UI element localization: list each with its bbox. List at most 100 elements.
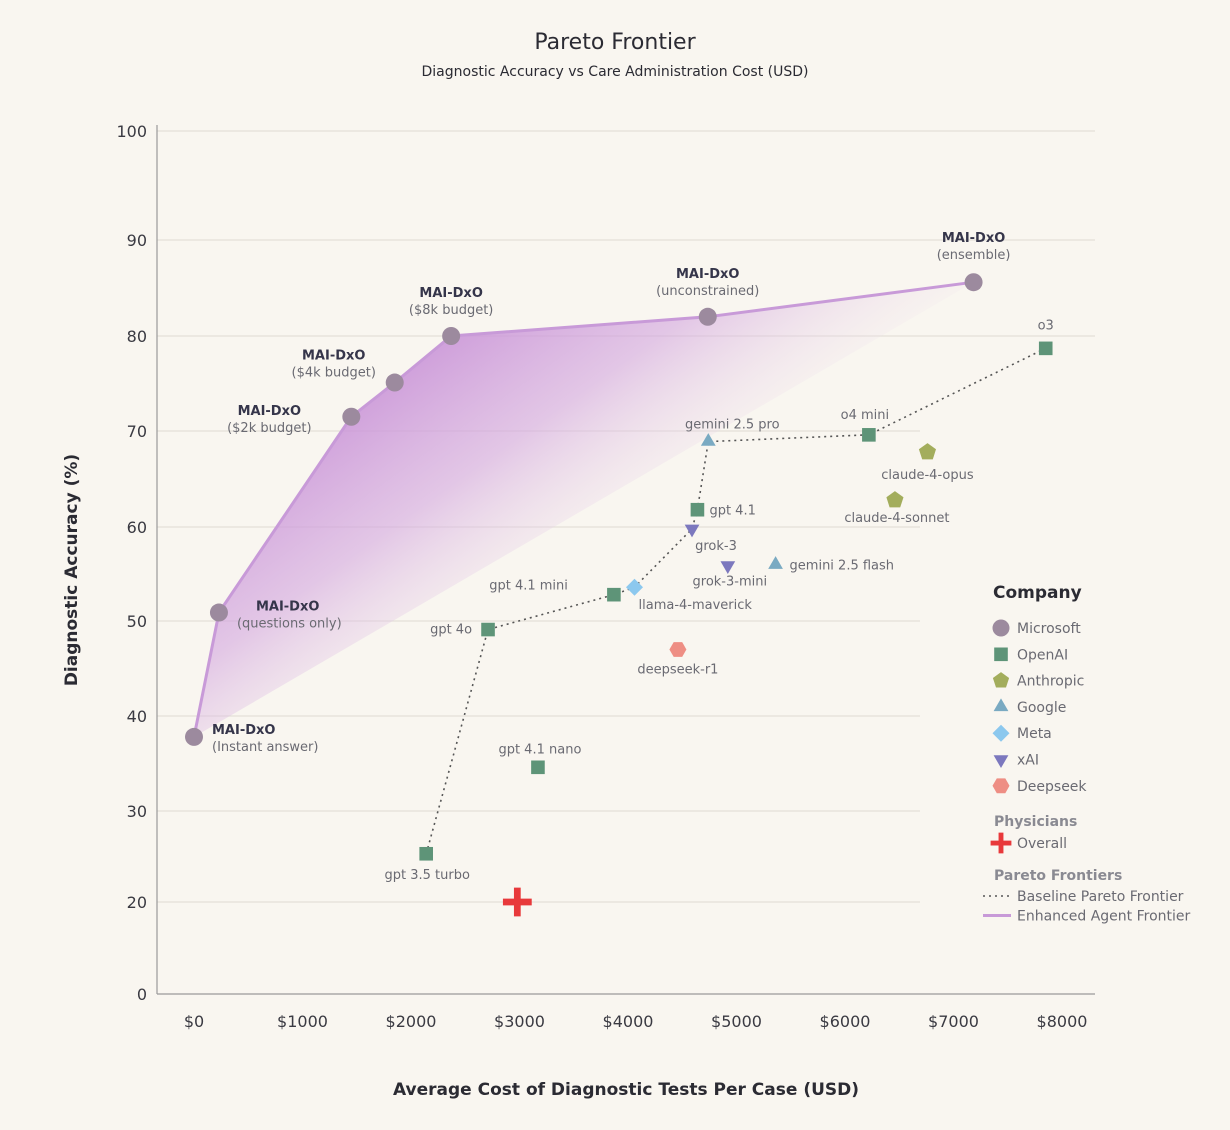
point-gpt-3-5-turbo [419, 846, 433, 861]
label-gemini-2-5-pro: gemini 2.5 pro [685, 418, 780, 433]
label-mai-2k-sub: ($2k budget) [227, 421, 311, 436]
legend-marker-anthropic [992, 672, 1010, 688]
point-deepseek-r1 [669, 642, 687, 657]
label-mai-2k-name: MAI-DxO [238, 404, 301, 419]
label-gemini-2-5-flash: gemini 2.5 flash [790, 559, 894, 574]
label-mai-unconstrained-sub: (unconstrained) [656, 284, 759, 299]
label-mai-instant-sub: (Instant answer) [212, 740, 318, 755]
legend-marker-physicians [990, 832, 1012, 854]
label-mai-8k-sub: ($8k budget) [409, 303, 493, 318]
label-gpt-4-1-mini: gpt 4.1 mini [489, 579, 568, 594]
label-mai-8k-name: MAI-DxO [419, 286, 482, 301]
chart-subtitle: Diagnostic Accuracy vs Care Administrati… [421, 64, 809, 80]
y-tick-label: 80 [127, 327, 147, 346]
point-labels: MAI-DxO (Instant answer) MAI-DxO (questions… [212, 231, 1054, 883]
point-gpt-4-1-nano [531, 760, 545, 775]
point-physicians [502, 887, 532, 917]
legend-label-google: Google [1017, 700, 1066, 716]
y-tick-label: 60 [127, 518, 147, 537]
point-mai-8k [442, 327, 461, 345]
legend-label-physicians: Overall [1017, 836, 1067, 852]
label-mai-questions-sub: (questions only) [237, 617, 342, 632]
point-gemini-2-5-flash [768, 556, 783, 569]
label-mai-unconstrained-name: MAI-DxO [676, 267, 739, 282]
point-gpt-4-1 [690, 502, 705, 517]
legend-frontiers-title: Pareto Frontiers [994, 868, 1122, 884]
legend-label-anthropic: Anthropic [1017, 674, 1084, 690]
label-o4-mini: o4 mini [841, 408, 889, 423]
x-tick-label: $6000 [820, 1012, 871, 1031]
point-gpt-4-1-mini [607, 587, 621, 602]
point-mai-unconstrained [698, 307, 717, 326]
y-tick-labels: 0 20 30 40 50 60 70 80 90 100 [116, 122, 147, 1004]
label-gpt-4-1: gpt 4.1 [709, 504, 755, 519]
y-tick-label: 100 [116, 122, 147, 141]
point-o3 [1038, 341, 1053, 356]
legend-label-xai: xAI [1017, 753, 1039, 769]
point-gpt-4o [481, 622, 495, 637]
point-grok-3 [684, 524, 700, 538]
baseline-frontier-line [425, 347, 1047, 855]
label-o3: o3 [1038, 318, 1054, 333]
x-tick-labels: $0 $1000 $2000 $3000 $4000 $5000 $6000 $7000 $80… [184, 1012, 1088, 1031]
legend-label-microsoft: Microsoft [1017, 621, 1081, 637]
axes [156, 125, 1095, 995]
point-mai-4k [385, 373, 404, 392]
y-tick-label: 90 [127, 231, 147, 250]
legend-label-openai: OpenAI [1017, 647, 1068, 663]
point-mai-2k [342, 407, 361, 426]
legend: Company Microsoft OpenAI Anthropic Google Met… [983, 583, 1190, 925]
label-mai-questions-name: MAI-DxO [256, 600, 319, 615]
point-mai-instant [185, 727, 203, 746]
label-deepseek-r1: deepseek-r1 [637, 663, 718, 678]
point-grok-3-mini [720, 561, 736, 574]
x-tick-label: $3000 [494, 1012, 545, 1031]
chart-title: Pareto Frontier [534, 30, 696, 55]
legend-marker-deepseek [992, 778, 1010, 794]
y-tick-label: 70 [127, 422, 147, 441]
label-claude-4-sonnet: claude-4-sonnet [844, 511, 949, 526]
x-tick-label: $8000 [1037, 1012, 1088, 1031]
label-mai-instant-name: MAI-DxO [212, 723, 275, 738]
x-tick-label: $0 [184, 1012, 204, 1031]
legend-label-enhanced: Enhanced Agent Frontier [1017, 909, 1190, 925]
y-tick-label: 20 [127, 893, 147, 912]
legend-marker-openai [994, 647, 1008, 662]
point-claude-4-opus [918, 443, 936, 460]
point-mai-questions [209, 603, 228, 622]
point-claude-4-sonnet [886, 491, 904, 508]
label-llama-4-maverick: llama-4-maverick [639, 598, 753, 613]
point-o4-mini [862, 428, 876, 442]
label-claude-4-opus: claude-4-opus [881, 468, 974, 483]
x-tick-label: $7000 [928, 1012, 979, 1031]
legend-marker-xai [993, 755, 1009, 768]
label-gpt-3-5-turbo: gpt 3.5 turbo [384, 868, 469, 883]
legend-label-deepseek: Deepseek [1017, 779, 1087, 795]
legend-marker-microsoft [992, 619, 1010, 637]
legend-marker-google [993, 698, 1009, 712]
point-gemini-2-5-pro [700, 433, 716, 446]
point-mai-ensemble [964, 273, 983, 292]
x-tick-label: $2000 [386, 1012, 437, 1031]
label-mai-ensemble-name: MAI-DxO [942, 231, 1005, 246]
label-grok-3-mini: grok-3-mini [693, 575, 768, 590]
x-tick-label: $5000 [711, 1012, 762, 1031]
x-tick-label: $1000 [277, 1012, 328, 1031]
label-mai-ensemble-sub: (ensemble) [937, 248, 1011, 263]
point-llama-4-maverick [626, 578, 643, 596]
y-tick-label: 0 [137, 985, 147, 1004]
y-tick-label: 50 [127, 612, 147, 631]
enhanced-frontier-area [194, 282, 974, 737]
legend-physicians-title: Physicians [994, 814, 1077, 830]
legend-marker-meta [992, 724, 1010, 742]
label-grok-3: grok-3 [695, 539, 737, 554]
y-tick-label: 30 [127, 802, 147, 821]
label-mai-4k-sub: ($4k budget) [292, 366, 376, 381]
y-tick-label: 40 [127, 707, 147, 726]
legend-label-baseline: Baseline Pareto Frontier [1017, 889, 1184, 905]
label-gpt-4o: gpt 4o [430, 623, 472, 638]
legend-title: Company [993, 583, 1082, 603]
legend-label-meta: Meta [1017, 726, 1052, 742]
label-mai-4k-name: MAI-DxO [302, 349, 365, 364]
